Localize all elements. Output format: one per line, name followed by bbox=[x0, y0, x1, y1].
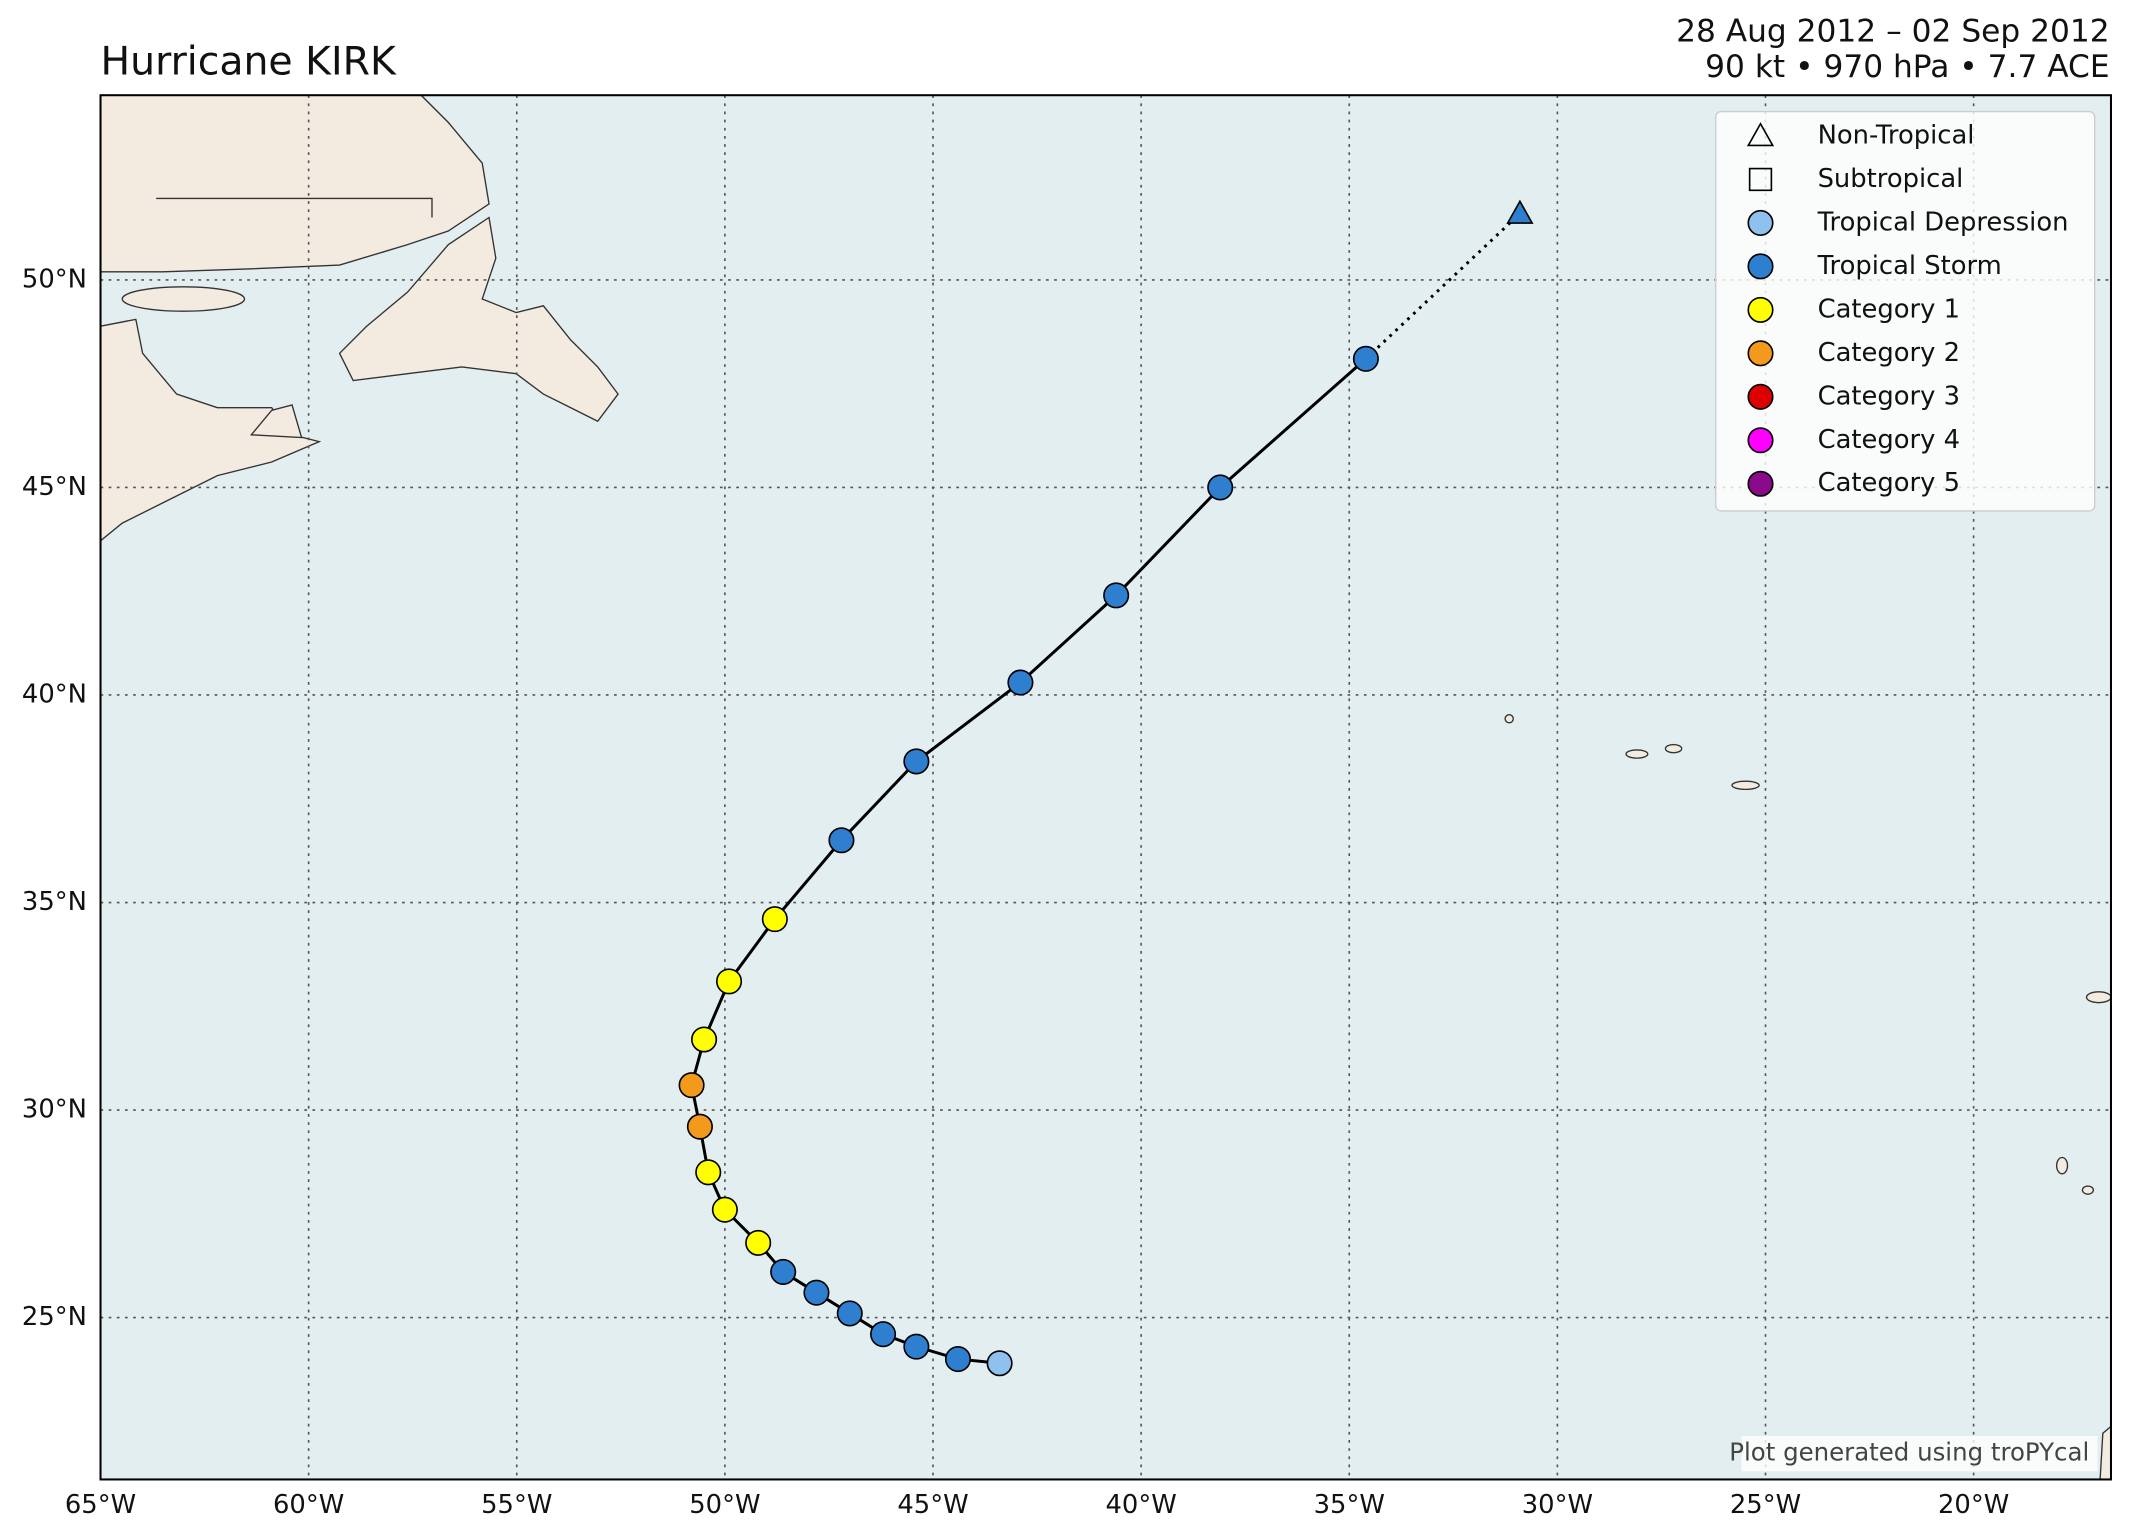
circle-marker bbox=[803, 1279, 830, 1306]
legend-label: Tropical Storm bbox=[1817, 251, 2002, 281]
subtitle: 90 kt • 970 hPa • 7.7 ACE bbox=[1705, 49, 2109, 85]
circle-marker bbox=[695, 1159, 722, 1186]
circle-marker bbox=[944, 1346, 972, 1373]
legend-marker bbox=[1747, 253, 1774, 280]
circle-marker bbox=[691, 1026, 718, 1053]
legend-label: Non-Tropical bbox=[1818, 120, 1975, 150]
x-tick-label: 60°W bbox=[273, 1490, 344, 1520]
footnote: Plot generated using troPYcal bbox=[1729, 1438, 2089, 1467]
legend-marker bbox=[1747, 296, 1774, 323]
y-tick-label: 45°N bbox=[22, 472, 87, 502]
circle-marker bbox=[711, 1196, 738, 1223]
x-tick-label: 65°W bbox=[65, 1490, 136, 1520]
land bbox=[99, 94, 2112, 1481]
footnote-box bbox=[1741, 1435, 2098, 1472]
legend-label: Category 4 bbox=[1818, 425, 1960, 455]
circle-marker bbox=[686, 1113, 713, 1140]
legend-label: Category 2 bbox=[1818, 338, 1960, 368]
circle-marker bbox=[828, 827, 855, 854]
y-tick-label: 40°N bbox=[22, 679, 87, 709]
y-tick-label: 35°N bbox=[22, 887, 87, 917]
circle-marker bbox=[1007, 669, 1034, 696]
x-tick-label: 40°W bbox=[1106, 1490, 1177, 1520]
x-tick-label: 55°W bbox=[481, 1490, 552, 1520]
legend-marker bbox=[1747, 383, 1774, 410]
legend-label: Category 5 bbox=[1818, 468, 1960, 498]
y-tick-label: 30°N bbox=[22, 1095, 87, 1125]
triangle-marker bbox=[1506, 199, 1534, 224]
circle-marker bbox=[986, 1350, 1013, 1377]
circle-marker bbox=[903, 748, 930, 775]
circle-marker bbox=[1352, 345, 1379, 372]
x-tick-label: 20°W bbox=[1938, 1490, 2009, 1520]
circle-marker bbox=[761, 906, 788, 933]
y-tick-label: 25°N bbox=[22, 1302, 87, 1332]
subtitle: 28 Aug 2012 – 02 Sep 2012 bbox=[1676, 14, 2110, 50]
circle-marker bbox=[745, 1229, 772, 1256]
non-tropical-track bbox=[1364, 212, 1521, 360]
legend-marker bbox=[1747, 470, 1774, 497]
x-tick-label: 30°W bbox=[1522, 1490, 1593, 1520]
legend-label: Subtropical bbox=[1818, 164, 1964, 194]
circle-marker bbox=[870, 1321, 897, 1348]
circle-marker bbox=[836, 1300, 863, 1327]
legend-marker bbox=[1747, 340, 1774, 367]
x-tick-label: 50°W bbox=[689, 1490, 760, 1520]
legend-box bbox=[1715, 110, 2096, 512]
x-tick-label: 25°W bbox=[1730, 1490, 1801, 1520]
plot-frame bbox=[99, 94, 2113, 1481]
legend-marker bbox=[1748, 167, 1773, 192]
legend-label: Category 3 bbox=[1818, 381, 1960, 411]
circle-marker bbox=[903, 1333, 930, 1360]
circle-marker bbox=[1103, 582, 1130, 609]
circle-marker bbox=[1207, 474, 1234, 501]
circle-marker bbox=[770, 1258, 797, 1285]
circle-marker bbox=[678, 1072, 705, 1099]
y-tick-label: 50°N bbox=[22, 264, 87, 294]
chart-title: Hurricane KIRK bbox=[101, 38, 397, 84]
x-tick-label: 45°W bbox=[897, 1490, 968, 1520]
circle-marker bbox=[716, 968, 743, 995]
legend-label: Category 1 bbox=[1818, 294, 1960, 324]
x-tick-label: 35°W bbox=[1314, 1490, 1385, 1520]
legend-marker bbox=[1746, 122, 1775, 147]
legend-marker bbox=[1747, 209, 1774, 236]
legend-label: Tropical Depression bbox=[1817, 207, 2069, 237]
legend-marker bbox=[1747, 427, 1774, 454]
